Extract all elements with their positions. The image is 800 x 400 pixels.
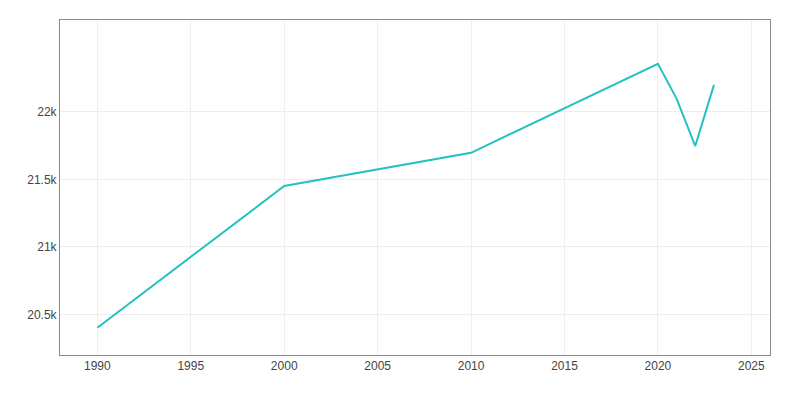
svg-text:20.5k: 20.5k: [27, 308, 57, 322]
svg-text:2020: 2020: [645, 359, 672, 373]
svg-text:1990: 1990: [84, 359, 111, 373]
svg-text:2025: 2025: [738, 359, 765, 373]
svg-text:1995: 1995: [177, 359, 204, 373]
svg-text:2000: 2000: [271, 359, 298, 373]
svg-text:21.5k: 21.5k: [27, 173, 57, 187]
svg-text:22k: 22k: [37, 105, 57, 119]
svg-text:2005: 2005: [364, 359, 391, 373]
svg-text:2015: 2015: [551, 359, 578, 373]
svg-text:21k: 21k: [37, 240, 57, 254]
svg-text:2010: 2010: [458, 359, 485, 373]
